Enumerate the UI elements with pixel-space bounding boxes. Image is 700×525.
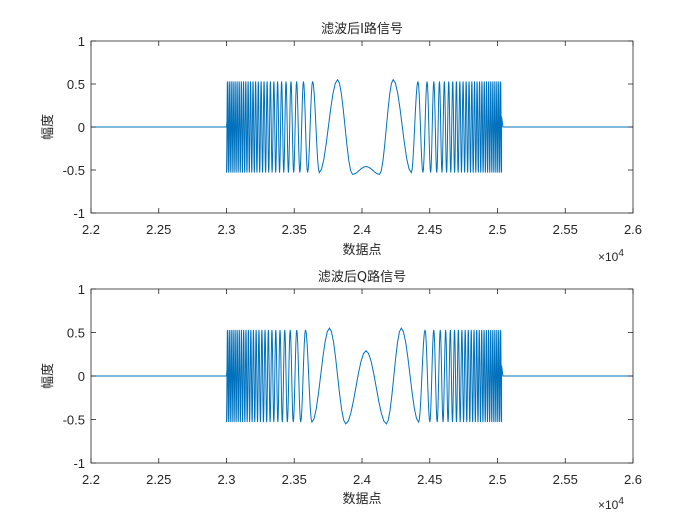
y-tick-label: -0.5 xyxy=(63,163,85,178)
x-ticks xyxy=(90,289,634,463)
x-tick-label: 2.4 xyxy=(353,222,371,237)
y-tick-label: 0 xyxy=(78,369,85,384)
x-tick-label: 2.2 xyxy=(82,222,100,237)
x-tick-labels: 2.2 2.25 2.3 2.35 2.4 2.45 2.5 2.55 2.6 xyxy=(82,222,642,237)
y-tick-label: -1 xyxy=(73,456,85,471)
y-ticks xyxy=(91,288,633,464)
axes-q-channel: 滤波后Q路信号 2.2 2.25 2.3 2.35 2.4 2.45 2.5 2… xyxy=(40,269,642,512)
y-ticks xyxy=(91,40,633,214)
y-tick-labels: 1 0.5 0 -0.5 -1 xyxy=(63,34,85,221)
y-axis-label: 幅度 xyxy=(40,114,56,140)
x-tick-label: 2.6 xyxy=(624,472,642,487)
axes-i-channel: 滤波后I路信号 2.2 2.25 2.3 2.35 2.4 2.45 2.5 2… xyxy=(40,21,642,264)
x-tick-label: 2.5 xyxy=(488,222,506,237)
x-axis-label: 数据点 xyxy=(342,492,381,507)
x-tick-label: 2.35 xyxy=(282,222,307,237)
x-tick-label: 2.25 xyxy=(146,472,171,487)
chart-title: 滤波后I路信号 xyxy=(321,21,403,37)
y-tick-label: 0 xyxy=(78,120,85,135)
x-tick-label: 2.3 xyxy=(217,222,235,237)
x-tick-label: 2.45 xyxy=(417,472,442,487)
y-tick-labels: 1 0.5 0 -0.5 -1 xyxy=(63,282,85,471)
x-axis-label: 数据点 xyxy=(342,243,381,258)
x-ticks xyxy=(90,41,634,213)
data-lines xyxy=(91,78,633,175)
x-tick-label: 2.6 xyxy=(624,222,642,237)
x-exponent: ×104 xyxy=(598,496,624,512)
x-tick-label: 2.25 xyxy=(146,222,171,237)
series-line xyxy=(91,78,633,175)
y-axis-label: 幅度 xyxy=(40,363,56,389)
x-exponent: ×104 xyxy=(598,248,624,264)
y-tick-label: 0.5 xyxy=(67,77,85,92)
y-tick-label: 1 xyxy=(78,282,85,297)
chart-title: 滤波后Q路信号 xyxy=(318,269,406,285)
x-tick-label: 2.5 xyxy=(488,472,506,487)
x-tick-label: 2.4 xyxy=(353,472,371,487)
y-tick-label: -0.5 xyxy=(63,413,85,428)
x-tick-label: 2.35 xyxy=(282,472,307,487)
data-lines xyxy=(91,327,633,425)
x-tick-label: 2.55 xyxy=(553,222,578,237)
x-tick-label: 2.45 xyxy=(417,222,442,237)
x-tick-label: 2.55 xyxy=(553,472,578,487)
y-tick-label: -1 xyxy=(73,206,85,221)
y-tick-label: 1 xyxy=(78,34,85,49)
x-tick-labels: 2.2 2.25 2.3 2.35 2.4 2.45 2.5 2.55 2.6 xyxy=(82,472,642,487)
x-tick-label: 2.2 xyxy=(82,472,100,487)
y-tick-label: 0.5 xyxy=(67,326,85,341)
x-tick-label: 2.3 xyxy=(217,472,235,487)
series-line xyxy=(91,327,633,425)
